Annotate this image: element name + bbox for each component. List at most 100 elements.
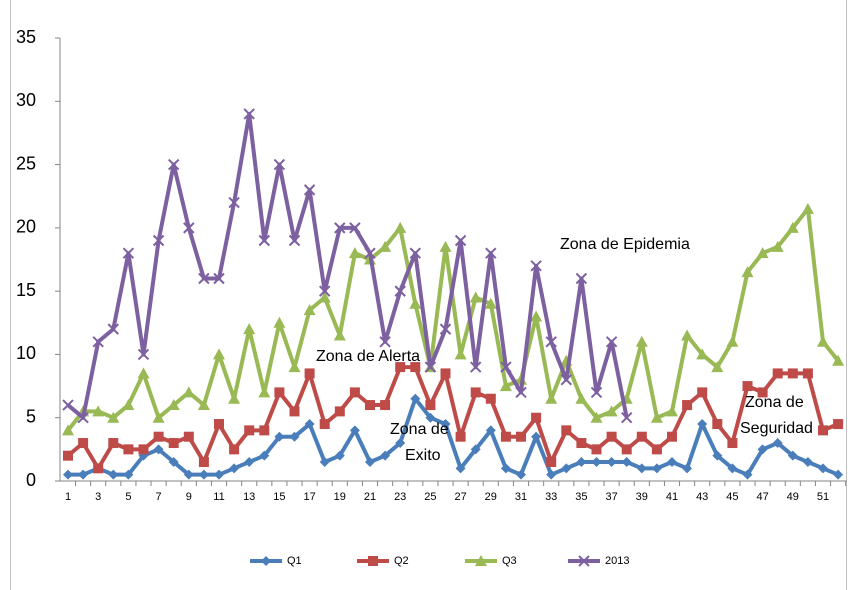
data-point bbox=[757, 387, 768, 398]
x-tick-label: 19 bbox=[334, 491, 346, 503]
x-tick-label: 33 bbox=[545, 491, 557, 503]
data-point bbox=[818, 425, 828, 436]
data-point bbox=[228, 392, 241, 404]
data-point bbox=[682, 463, 693, 474]
data-point bbox=[365, 457, 375, 468]
data-point bbox=[152, 234, 165, 247]
data-point bbox=[198, 457, 209, 468]
data-point bbox=[591, 444, 602, 455]
data-point bbox=[606, 431, 617, 442]
data-point bbox=[516, 469, 526, 480]
legend-label: Q3 bbox=[502, 555, 517, 567]
data-point bbox=[304, 368, 315, 379]
data-point bbox=[214, 419, 224, 430]
data-point bbox=[319, 419, 330, 430]
data-point bbox=[334, 450, 345, 461]
annotation: Zona de bbox=[745, 394, 804, 411]
data-point bbox=[485, 393, 496, 404]
data-point bbox=[425, 412, 436, 423]
legend-marker bbox=[261, 556, 271, 566]
data-point bbox=[319, 457, 330, 468]
x-tick-label: 43 bbox=[696, 491, 708, 503]
data-point bbox=[621, 457, 632, 468]
y-tick-label: 5 bbox=[26, 406, 36, 426]
data-point bbox=[365, 400, 375, 411]
data-point bbox=[469, 291, 482, 303]
data-point bbox=[108, 438, 119, 449]
data-point bbox=[530, 260, 542, 272]
data-point bbox=[439, 323, 452, 335]
data-point bbox=[273, 158, 286, 171]
data-point bbox=[590, 411, 603, 423]
data-point bbox=[167, 158, 180, 171]
data-point bbox=[303, 184, 316, 196]
data-point bbox=[712, 450, 723, 461]
series-line bbox=[66, 111, 629, 420]
data-point bbox=[575, 272, 588, 285]
x-tick-label: 13 bbox=[243, 491, 255, 503]
data-point bbox=[380, 400, 391, 411]
data-point bbox=[635, 335, 648, 347]
data-point bbox=[636, 431, 647, 442]
data-point bbox=[560, 374, 573, 386]
annotation: Zona de Alerta bbox=[316, 348, 420, 365]
y-tick-label: 25 bbox=[16, 153, 36, 173]
data-point bbox=[833, 469, 844, 480]
y-tick-label: 10 bbox=[16, 343, 36, 363]
data-point bbox=[62, 399, 74, 411]
data-point bbox=[333, 329, 346, 341]
annotation: Seguridad bbox=[740, 420, 813, 437]
data-point bbox=[229, 444, 240, 455]
x-tick-label: 41 bbox=[666, 491, 678, 503]
data-point bbox=[394, 221, 407, 233]
data-point bbox=[152, 411, 165, 423]
data-point bbox=[138, 444, 149, 455]
data-point bbox=[620, 412, 633, 424]
data-point bbox=[244, 457, 255, 468]
x-tick-label: 49 bbox=[787, 491, 799, 503]
data-point bbox=[288, 361, 301, 373]
data-point bbox=[318, 285, 331, 297]
data-point bbox=[289, 431, 300, 442]
data-point bbox=[667, 457, 677, 468]
data-point bbox=[516, 431, 526, 442]
data-point bbox=[318, 291, 331, 303]
data-point bbox=[469, 361, 482, 373]
data-point bbox=[77, 412, 89, 424]
data-point bbox=[439, 240, 452, 252]
data-point bbox=[667, 431, 677, 442]
data-point bbox=[606, 457, 617, 468]
data-point bbox=[92, 405, 105, 417]
data-point bbox=[379, 240, 392, 252]
data-point bbox=[123, 444, 134, 455]
data-point bbox=[576, 457, 587, 468]
data-point bbox=[500, 431, 511, 442]
data-point bbox=[213, 348, 225, 360]
data-point bbox=[801, 202, 814, 214]
data-point bbox=[92, 336, 104, 348]
x-tick-label: 5 bbox=[125, 491, 131, 503]
data-point bbox=[636, 463, 647, 474]
data-point bbox=[259, 450, 270, 461]
data-point bbox=[197, 399, 210, 411]
data-point bbox=[697, 387, 708, 398]
data-point bbox=[651, 444, 662, 455]
data-point bbox=[727, 463, 738, 474]
data-point bbox=[78, 438, 89, 449]
legend-label: 2013 bbox=[605, 555, 629, 567]
data-point bbox=[410, 393, 421, 404]
x-tick-label: 3 bbox=[95, 491, 101, 503]
data-point bbox=[243, 323, 256, 335]
data-point bbox=[63, 469, 73, 480]
data-point bbox=[500, 361, 512, 373]
data-point bbox=[63, 450, 73, 461]
data-point bbox=[772, 438, 783, 449]
x-tick-label: 15 bbox=[273, 491, 285, 503]
data-point bbox=[726, 335, 739, 347]
x-tick-label: 17 bbox=[303, 491, 315, 503]
data-point bbox=[500, 463, 511, 474]
data-point bbox=[832, 354, 845, 366]
data-point bbox=[425, 400, 436, 411]
data-point bbox=[697, 419, 708, 430]
data-point bbox=[499, 380, 512, 392]
